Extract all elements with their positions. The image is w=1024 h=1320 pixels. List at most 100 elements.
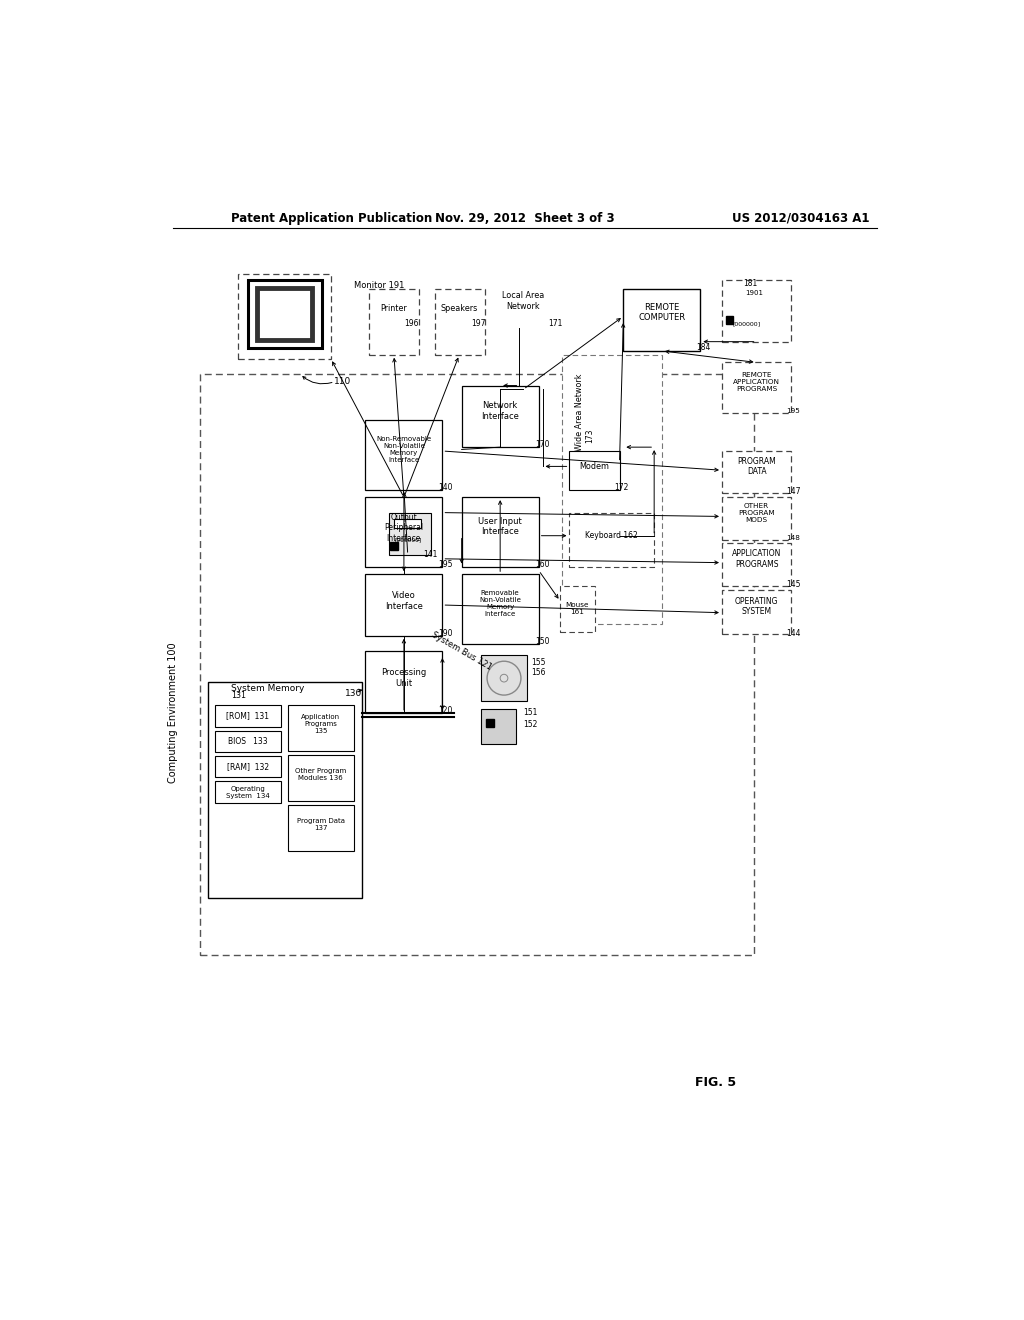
Bar xyxy=(722,544,792,586)
Text: Modem: Modem xyxy=(580,462,609,471)
Text: 173: 173 xyxy=(585,429,594,442)
Text: [000000]: [000000] xyxy=(732,322,761,326)
Text: Wide Area Network: Wide Area Network xyxy=(574,374,584,451)
Text: Keyboard 162: Keyboard 162 xyxy=(586,531,638,540)
Text: 147: 147 xyxy=(786,487,801,496)
Text: 148: 148 xyxy=(786,535,801,541)
Bar xyxy=(394,519,421,528)
Text: FIG. 5: FIG. 5 xyxy=(695,1076,736,1089)
Bar xyxy=(481,655,527,701)
Text: System Bus 121: System Bus 121 xyxy=(430,631,494,672)
Text: 170: 170 xyxy=(535,441,549,449)
Text: Processing
Unit: Processing Unit xyxy=(381,668,427,688)
Text: 196: 196 xyxy=(403,319,419,329)
Text: Printer: Printer xyxy=(381,304,408,313)
Bar xyxy=(486,719,494,726)
Text: 171: 171 xyxy=(548,319,562,329)
Text: Video
Interface: Video Interface xyxy=(385,591,423,611)
Bar xyxy=(624,289,700,351)
Bar xyxy=(289,705,354,751)
Bar xyxy=(562,355,662,624)
Text: Mouse
161: Mouse 161 xyxy=(565,602,589,615)
Bar xyxy=(366,498,442,566)
Bar xyxy=(722,498,792,540)
Text: 184: 184 xyxy=(696,343,711,351)
Text: User Input
Interface: User Input Interface xyxy=(478,516,522,536)
Text: Local Area
Network: Local Area Network xyxy=(502,292,545,310)
Text: BIOS   133: BIOS 133 xyxy=(227,737,267,746)
Text: APPLICATION
PROGRAMS: APPLICATION PROGRAMS xyxy=(732,549,781,569)
Text: Network
Interface: Network Interface xyxy=(481,401,519,421)
Bar xyxy=(215,705,281,726)
Bar xyxy=(215,730,281,752)
Text: 130: 130 xyxy=(345,689,362,698)
Bar xyxy=(208,682,361,898)
Bar xyxy=(390,543,397,549)
Bar xyxy=(722,280,792,342)
Text: OTHER
PROGRAM
MODS: OTHER PROGRAM MODS xyxy=(738,503,775,523)
Bar xyxy=(239,275,331,359)
Bar xyxy=(215,756,281,777)
Text: 145: 145 xyxy=(786,579,801,589)
Text: OPERATING
SYSTEM: OPERATING SYSTEM xyxy=(735,597,778,616)
Text: Patent Application Publication: Patent Application Publication xyxy=(230,213,432,224)
Bar xyxy=(722,363,792,412)
Text: System Memory: System Memory xyxy=(230,684,304,693)
Text: Removable
Non-Volatile
Memory
Interface: Removable Non-Volatile Memory Interface xyxy=(479,590,521,616)
Bar xyxy=(366,420,442,490)
Bar xyxy=(289,805,354,851)
Bar xyxy=(215,781,281,803)
Text: 160: 160 xyxy=(535,561,549,569)
Bar xyxy=(462,385,539,447)
Text: 1901: 1901 xyxy=(745,290,763,296)
Text: 155: 155 xyxy=(531,659,546,667)
Bar xyxy=(200,374,755,956)
Bar xyxy=(726,317,733,323)
Bar xyxy=(366,574,442,636)
Text: Nov. 29, 2012  Sheet 3 of 3: Nov. 29, 2012 Sheet 3 of 3 xyxy=(435,213,614,224)
Text: Monitor 191: Monitor 191 xyxy=(354,281,404,290)
Text: 144: 144 xyxy=(786,630,801,638)
Text: 172: 172 xyxy=(614,483,629,491)
Text: Non-Removable
Non-Volatile
Memory
Interface: Non-Removable Non-Volatile Memory Interf… xyxy=(377,436,431,463)
Text: 110: 110 xyxy=(334,378,351,387)
Text: 151: 151 xyxy=(523,709,538,717)
Text: 141: 141 xyxy=(423,550,437,560)
Text: PROGRAM
DATA: PROGRAM DATA xyxy=(737,457,776,477)
Text: [ROM]  131: [ROM] 131 xyxy=(226,711,269,721)
Text: 156: 156 xyxy=(531,668,546,677)
Text: Operating
System  134: Operating System 134 xyxy=(225,785,269,799)
Bar xyxy=(462,498,539,566)
Text: REMOTE
APPLICATION
PROGRAMS: REMOTE APPLICATION PROGRAMS xyxy=(733,372,780,392)
Bar xyxy=(257,288,312,341)
Text: 195: 195 xyxy=(786,408,801,414)
Text: 152: 152 xyxy=(523,719,538,729)
Text: [RAM]  132: [RAM] 132 xyxy=(226,762,268,771)
Text: Computing Environment 100: Computing Environment 100 xyxy=(168,643,178,783)
Bar xyxy=(569,451,620,490)
Text: Output
Peripheral
Interface: Output Peripheral Interface xyxy=(384,513,424,543)
Text: Application
Programs
135: Application Programs 135 xyxy=(301,714,340,734)
Text: REMOTE
COMPUTER: REMOTE COMPUTER xyxy=(638,302,685,322)
Bar xyxy=(722,451,792,494)
Text: 150: 150 xyxy=(535,638,549,647)
Text: [000000]: [000000] xyxy=(394,537,422,543)
Text: Program Data
137: Program Data 137 xyxy=(297,818,345,832)
Bar xyxy=(435,289,484,355)
Text: 197: 197 xyxy=(471,319,485,329)
Text: Speakers: Speakers xyxy=(440,304,478,313)
Text: 131: 131 xyxy=(230,692,246,701)
Text: US 2012/0304163 A1: US 2012/0304163 A1 xyxy=(732,213,869,224)
Bar xyxy=(560,586,595,632)
Bar xyxy=(366,651,442,713)
Bar xyxy=(388,512,431,554)
Text: 140: 140 xyxy=(438,483,453,492)
Bar xyxy=(462,574,539,644)
Text: 120: 120 xyxy=(438,706,453,715)
Text: 195: 195 xyxy=(438,561,453,569)
Bar xyxy=(370,289,419,355)
Text: Other Program
Modules 136: Other Program Modules 136 xyxy=(295,768,346,781)
Bar xyxy=(248,280,322,348)
Bar xyxy=(569,512,654,566)
Bar xyxy=(289,755,354,801)
